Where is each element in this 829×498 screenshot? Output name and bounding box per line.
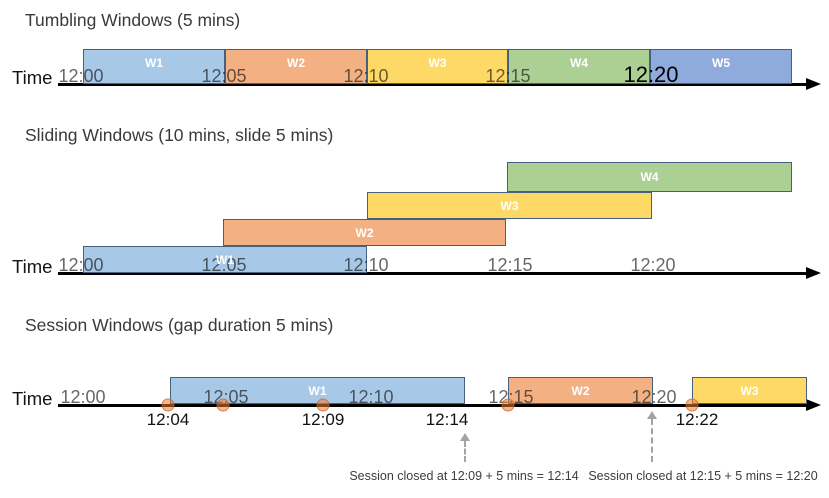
axis-arrowhead-icon [806, 267, 821, 279]
window-W2: W2 [508, 377, 653, 404]
window-label: W3 [500, 198, 519, 213]
tick-12:15: 12:15 [488, 387, 534, 407]
tick-12:10: 12:10 [348, 387, 394, 407]
arrow-up-icon [460, 433, 470, 441]
axis-time-label: Time [12, 67, 53, 88]
session-close-annotation: Session closed at 12:15 + 5 mins = 12:20 [588, 469, 818, 483]
window-W5: W5 [650, 49, 792, 84]
section-title: Tumbling Windows (5 mins) [25, 10, 241, 30]
event-dot [161, 398, 175, 412]
window-W3: W3 [367, 49, 508, 84]
event-dot [685, 398, 699, 412]
window-W4: W4 [508, 49, 650, 84]
tick-12:00: 12:00 [60, 387, 106, 407]
window-label: W3 [428, 56, 447, 70]
session-close-annotation: Session closed at 12:09 + 5 mins = 12:14 [349, 469, 579, 483]
arrow-up-icon [647, 411, 657, 419]
window-label: W2 [571, 383, 590, 398]
window-label: W2 [287, 56, 305, 70]
event-dot [501, 398, 515, 412]
tick-12:15: 12:15 [487, 255, 533, 275]
tick-12:20: 12:20 [623, 62, 679, 87]
window-W1: W1 [83, 49, 225, 84]
window-label: W4 [640, 170, 659, 184]
axis-arrowhead-icon [806, 78, 821, 90]
window-W1: W1 [83, 246, 367, 273]
session-close-arrow [464, 441, 466, 462]
axis-time-label: Time [12, 256, 53, 277]
window-label: W1 [216, 252, 234, 267]
event-time-label: 12:09 [301, 410, 345, 429]
tick-12:05: 12:05 [203, 387, 249, 407]
tick-12:05: 12:05 [201, 66, 247, 86]
window-W3: W3 [692, 377, 807, 404]
axis-time-label: Time [12, 388, 53, 409]
tick-12:20: 12:20 [630, 255, 676, 275]
window-W4: W4 [507, 162, 792, 192]
tick-12:00: 12:00 [58, 255, 104, 275]
section-title: Sliding Windows (10 mins, slide 5 mins) [25, 125, 334, 145]
tick-12:20: 12:20 [631, 387, 677, 407]
time-axis-line [58, 83, 806, 86]
window-W2: W2 [225, 49, 367, 84]
section-title: Session Windows (gap duration 5 mins) [25, 315, 334, 335]
axis-arrowhead-icon [806, 399, 821, 411]
window-label: W4 [570, 56, 588, 70]
window-label: W1 [145, 56, 163, 70]
tick-12:10: 12:10 [343, 255, 389, 275]
tick-12:10: 12:10 [343, 66, 389, 86]
event-dot [316, 398, 330, 412]
event-time-label: 12:04 [146, 410, 190, 429]
session-close-arrow [651, 419, 653, 462]
tick-12:15: 12:15 [485, 66, 531, 86]
tick-12:05: 12:05 [201, 255, 247, 275]
window-label: W2 [355, 225, 374, 240]
event-time-label: 12:22 [675, 410, 719, 429]
window-label: W1 [308, 383, 327, 398]
time-axis-line [58, 404, 806, 407]
event-time-label: 12:14 [425, 410, 469, 429]
window-W2: W2 [223, 219, 506, 246]
tick-12:00: 12:00 [58, 66, 104, 86]
window-W3: W3 [367, 192, 652, 219]
window-label: W3 [740, 383, 759, 398]
window-label: W5 [712, 56, 730, 70]
event-dot [216, 398, 230, 412]
time-axis-line [58, 272, 806, 275]
